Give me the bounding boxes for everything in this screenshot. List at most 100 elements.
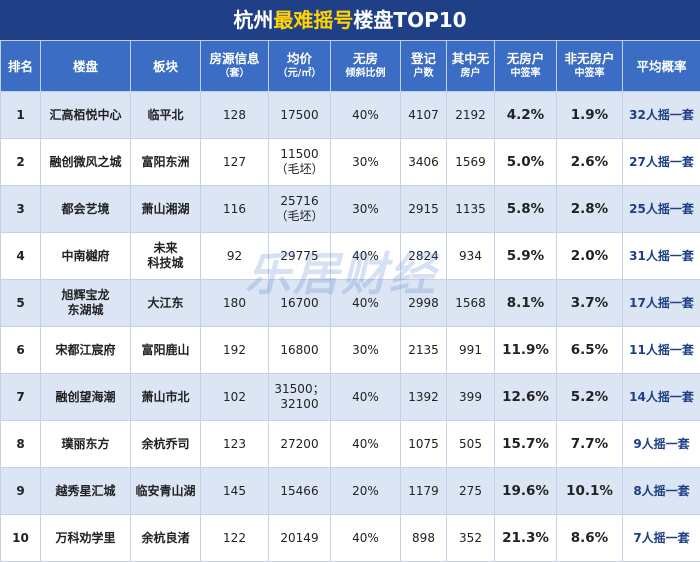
- table-cell: 27人摇一套: [622, 138, 700, 186]
- table-cell: 汇高栢悦中心: [40, 91, 131, 139]
- cell-line: 192: [223, 342, 246, 357]
- table-body: 1 汇高栢悦中心 临平北 128 17500 40% 4107 2192 4.2% 1.9% 32人…: [0, 91, 700, 562]
- table-cell: 25人摇一套: [622, 185, 700, 233]
- table-cell: 25716 （毛坯）: [268, 185, 331, 233]
- cell-line: 12.6%: [502, 388, 549, 405]
- table-cell: 万科劝学里: [40, 514, 131, 562]
- cell-line: 116: [223, 201, 246, 216]
- cell-line: 30%: [352, 154, 379, 169]
- title-part: 楼盘TOP10: [353, 8, 467, 32]
- cell-line: 1569: [455, 154, 486, 169]
- cell-line: 7人摇一套: [633, 530, 690, 545]
- table-cell: 璞丽东方: [40, 420, 131, 468]
- cell-line: 萧山湘湖: [141, 201, 190, 216]
- cell-line: 5: [16, 295, 25, 310]
- cell-line: 富阳东洲: [141, 154, 190, 169]
- column-header: 非无房户 中签率: [556, 40, 623, 92]
- table-cell: 2.8%: [556, 185, 623, 233]
- cell-line: 11.9%: [502, 341, 549, 358]
- table-cell: 6: [0, 326, 41, 374]
- cell-line: 127: [223, 154, 246, 169]
- title-highlight: 最难摇号: [273, 8, 354, 32]
- table-cell: 1075: [400, 420, 447, 468]
- cell-line: 1: [16, 107, 25, 122]
- column-header: 其中无 房户: [446, 40, 495, 92]
- cell-line: 31人摇一套: [629, 248, 694, 263]
- table-cell: 1.9%: [556, 91, 623, 139]
- cell-line: 8人摇一套: [633, 483, 690, 498]
- cell-line: 8: [16, 436, 25, 451]
- cell-line: 余杭乔司: [141, 436, 190, 451]
- table-cell: 934: [446, 232, 495, 280]
- cell-line: 富阳鹿山: [141, 342, 190, 357]
- cell-line: 399: [459, 389, 482, 404]
- cell-line: 20%: [352, 483, 379, 498]
- table-cell: 123: [200, 420, 269, 468]
- cell-line: 东湖城: [67, 303, 104, 317]
- table-cell: 27200: [268, 420, 331, 468]
- cell-line: 户数: [413, 68, 434, 79]
- cell-line: 均价: [286, 51, 312, 66]
- cell-line: 都会艺境: [61, 201, 110, 216]
- table-cell: 萧山市北: [130, 373, 201, 421]
- cell-line: 房源信息: [209, 51, 260, 66]
- cell-line: 19.6%: [502, 482, 549, 499]
- table-cell: 21.3%: [494, 514, 557, 562]
- cell-line: （毛坯）: [275, 162, 324, 176]
- table-cell: 31500； 32100: [268, 373, 331, 421]
- table-cell: 16700: [268, 279, 331, 327]
- cell-line: （元/㎡）: [277, 68, 322, 79]
- table-cell: 临平北: [130, 91, 201, 139]
- cell-line: 未来: [153, 241, 178, 255]
- table-cell: 宋都江宸府: [40, 326, 131, 374]
- cell-line: 1568: [455, 295, 486, 310]
- cell-line: 宋都江宸府: [55, 342, 116, 357]
- table-cell: 7: [0, 373, 41, 421]
- column-header: 平均概率: [622, 40, 700, 92]
- ranking-table: 排名 楼盘 板块 房源信息 （套） 均价 （元/㎡） 无房 倾斜比例 登记 户数 其中无 房户 无房户 中签…: [0, 40, 700, 562]
- cell-line: 2915: [408, 201, 439, 216]
- table-cell: 中南樾府: [40, 232, 131, 280]
- cell-line: 9: [16, 483, 25, 498]
- table-cell: 融创望海潮: [40, 373, 131, 421]
- cell-line: 融创微风之城: [49, 154, 122, 169]
- table-cell: 2.0%: [556, 232, 623, 280]
- cell-line: 102: [223, 389, 246, 404]
- cell-line: 2: [16, 154, 25, 169]
- table-cell: 富阳鹿山: [130, 326, 201, 374]
- cell-line: 大江东: [147, 295, 184, 310]
- table-cell: 1135: [446, 185, 495, 233]
- table-cell: 30%: [330, 326, 401, 374]
- cell-line: 5.8%: [506, 200, 545, 217]
- table-cell: 余杭乔司: [130, 420, 201, 468]
- table-cell: 1: [0, 91, 41, 139]
- table-cell: 122: [200, 514, 269, 562]
- table-cell: 临安青山湖: [130, 467, 201, 515]
- table-cell: 8: [0, 420, 41, 468]
- table-cell: 都会艺境: [40, 185, 131, 233]
- cell-line: 11人摇一套: [629, 342, 694, 357]
- cell-line: 4.2%: [506, 106, 545, 123]
- cell-line: 180: [223, 295, 246, 310]
- cell-line: 科技城: [147, 256, 184, 270]
- cell-line: 璞丽东方: [61, 436, 110, 451]
- table-cell: 192: [200, 326, 269, 374]
- table-cell: 5.9%: [494, 232, 557, 280]
- table-cell: 10: [0, 514, 41, 562]
- title-part: 杭州: [233, 8, 274, 32]
- table-cell: 15.7%: [494, 420, 557, 468]
- table-cell: 29775: [268, 232, 331, 280]
- cell-line: 排名: [7, 58, 33, 74]
- cell-line: 9人摇一套: [633, 436, 690, 451]
- table-cell: 10.1%: [556, 467, 623, 515]
- cell-line: 登记: [410, 51, 436, 66]
- column-header: 排名: [0, 40, 41, 92]
- cell-line: 991: [459, 342, 482, 357]
- table-cell: 116: [200, 185, 269, 233]
- cell-line: 板块: [152, 58, 178, 74]
- cell-line: 5.2%: [570, 388, 609, 405]
- table-cell: 1568: [446, 279, 495, 327]
- column-header: 板块: [130, 40, 201, 92]
- table-cell: 2: [0, 138, 41, 186]
